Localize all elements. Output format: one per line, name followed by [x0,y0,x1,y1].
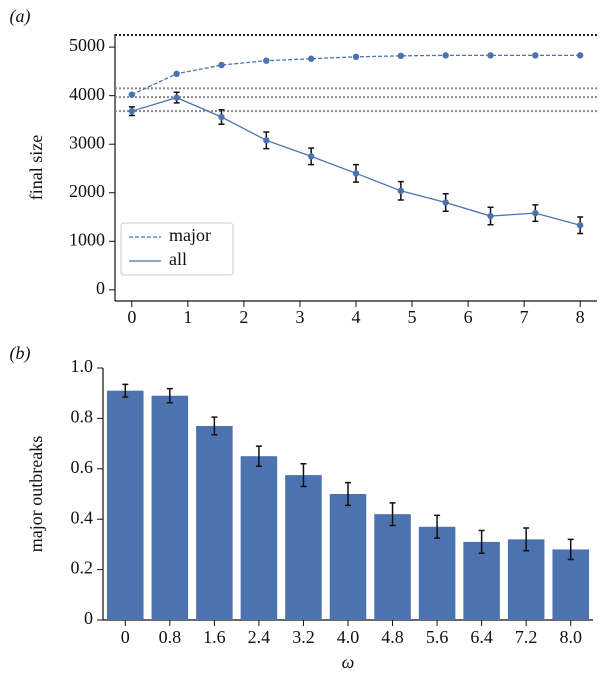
point [263,57,270,64]
error-bar [300,463,307,488]
x-tick-label: 8.0 [559,627,582,647]
point [128,91,136,98]
point [532,209,539,217]
x-tick-label: 8 [576,307,585,327]
point [487,52,494,59]
x-tick-label: 3.2 [292,627,315,647]
x-tick-label: 6.4 [470,627,493,647]
error-bar [211,416,218,436]
x-tick-label: 1 [183,307,192,327]
y-tick-label: 0.6 [71,457,94,477]
error-bar [389,502,396,527]
y-tick-label: 0.8 [71,407,94,427]
point [173,70,180,78]
bar [463,541,500,620]
x-tick-label: 4.8 [381,627,404,647]
y-tick-label: 3000 [69,132,105,152]
y-tick-label: 1000 [69,229,105,249]
legend-label: major [169,225,211,245]
y-axis-label: major outbreaks [26,436,46,552]
error-bar [122,383,129,398]
point [307,153,315,160]
bar [285,475,322,620]
y-tick-label: 4000 [69,84,105,104]
x-tick-label: 0 [121,627,130,647]
error-bar [255,445,262,468]
point [173,94,180,101]
y-tick-label: 0.2 [71,558,94,578]
bar [151,395,189,620]
error-bar [166,387,173,404]
bar [196,425,233,620]
x-tick-label: 3 [295,307,304,327]
x-tick-label: 2 [239,307,248,327]
y-axis-label: final size [26,135,46,200]
y-tick-label: 5000 [69,35,105,55]
x-tick-label: 1.6 [203,627,226,647]
point [532,52,539,59]
panel-label: (b) [10,343,31,364]
x-tick-label: 7.2 [515,627,538,647]
point [307,55,315,62]
legend-box [120,222,234,276]
x-tick-label: 4.0 [337,627,360,647]
y-tick-label: 0.4 [71,507,94,527]
x-tick-label: 4 [352,307,361,327]
error-bar [434,514,441,539]
x-tick-label: 2.4 [248,627,271,647]
point [397,187,405,195]
point [576,222,584,229]
x-tick-label: 6 [464,307,473,327]
series-line [131,96,581,226]
point [442,199,449,206]
y-tick-label: 0 [84,608,93,628]
x-tick-label: 7 [520,307,529,327]
point [442,52,449,59]
panel-label: (a) [10,6,31,27]
point [218,61,225,69]
error-bar [478,529,485,554]
y-tick-label: 0 [96,278,105,298]
x-tick-label: 5 [408,307,417,327]
bar [107,390,144,620]
x-tick-label: 0 [127,307,136,327]
point [352,170,360,177]
x-tick-label: 0.8 [159,627,182,647]
point [397,52,405,60]
point [576,52,584,59]
y-tick-label: 2000 [69,181,105,201]
point [263,137,270,144]
bar [507,539,545,620]
x-axis-label: ω [342,652,355,672]
bar [329,494,367,620]
error-bar [523,527,530,552]
point [352,53,360,61]
point [487,212,494,220]
error-bar [567,538,574,561]
bar [374,514,411,620]
bar [552,549,589,620]
point [218,113,225,121]
legend-label: all [169,249,187,269]
error-bar [345,481,351,507]
x-tick-label: 5.6 [426,627,449,647]
y-tick-label: 1.0 [71,356,94,376]
point [128,107,136,115]
bar [240,456,278,620]
bar [418,526,456,620]
